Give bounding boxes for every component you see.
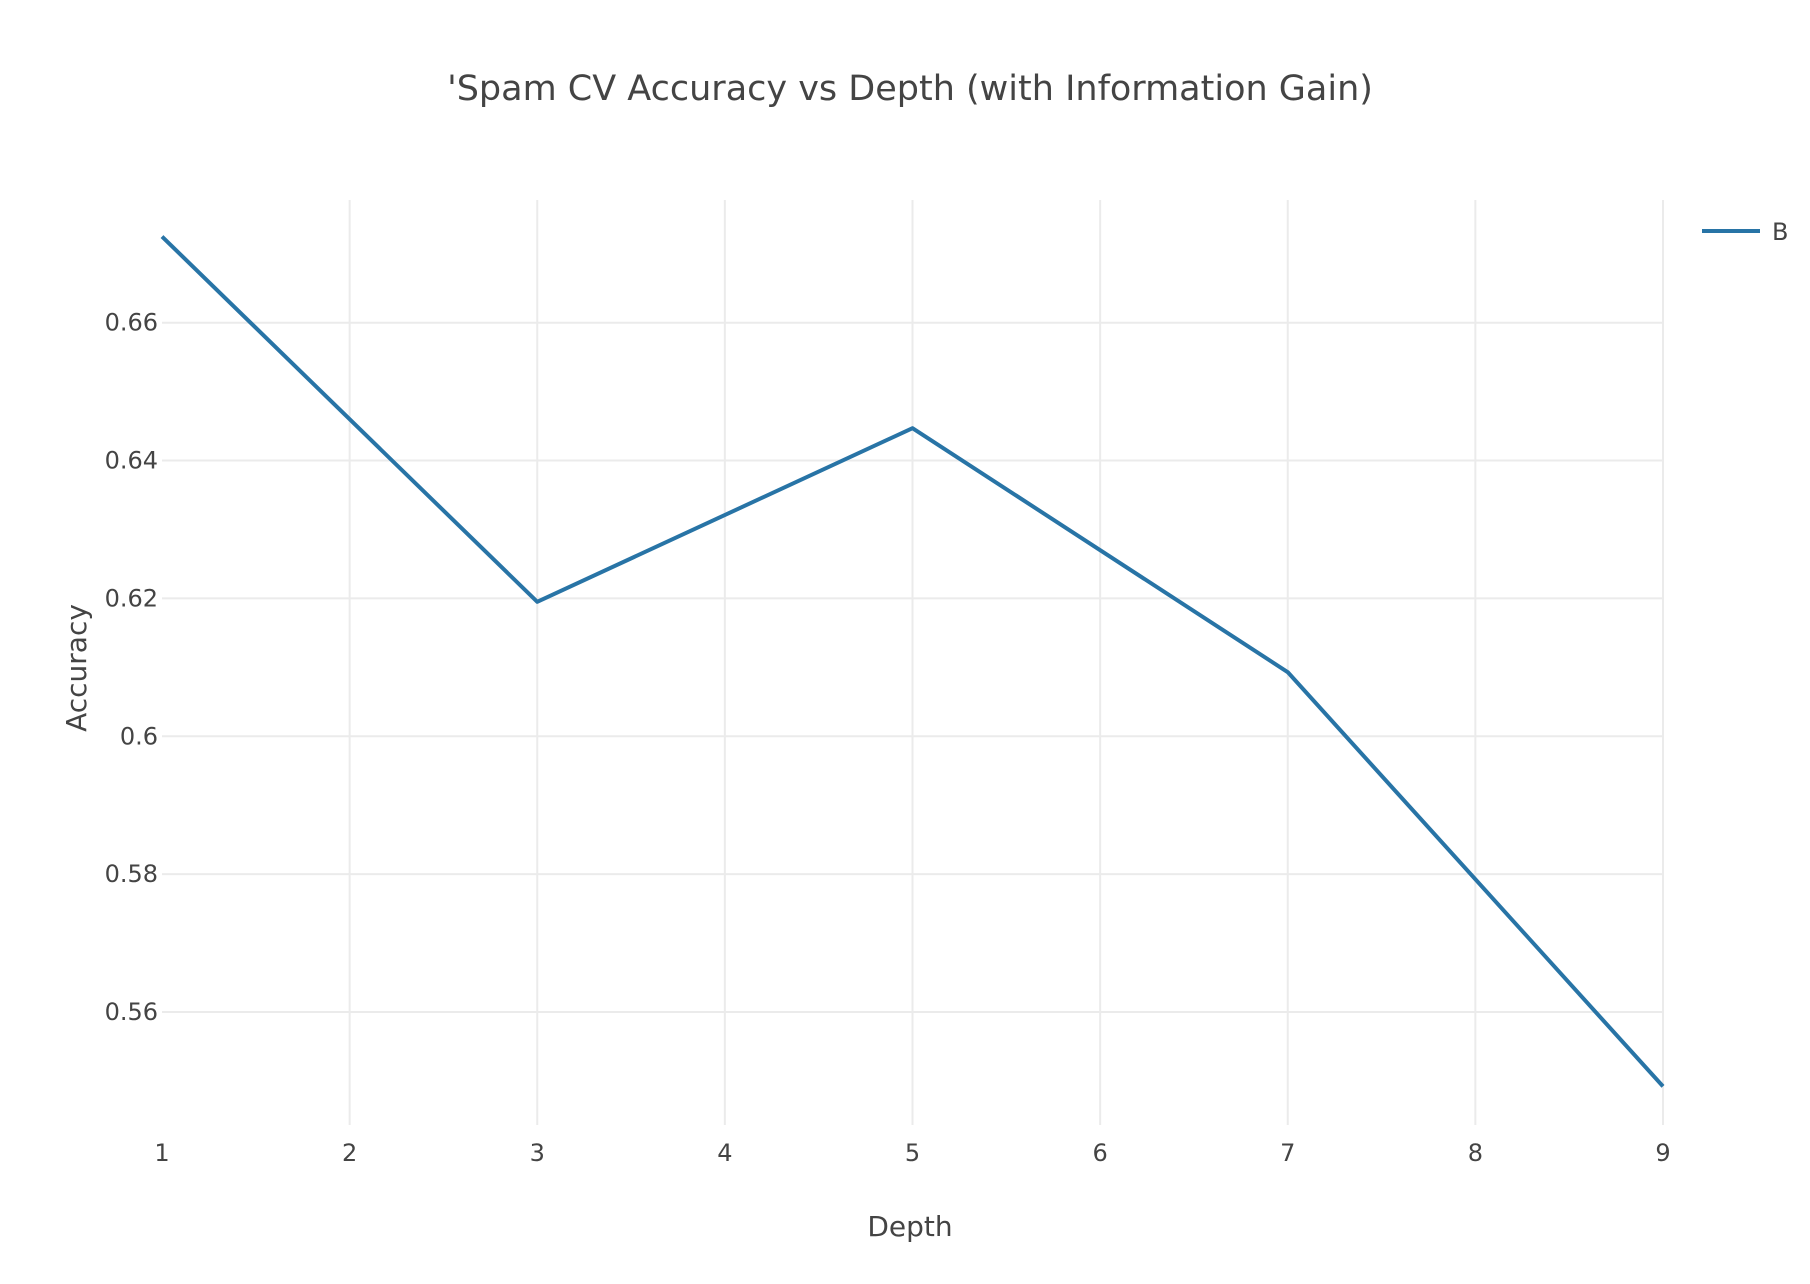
x-gridlines [348, 200, 1664, 1125]
x-tick-label-1: 1 [154, 1139, 169, 1167]
y-axis-title: Accuracy [60, 604, 93, 732]
data-point-b-9[interactable] [1655, 1078, 1671, 1094]
data-point-b-1[interactable] [154, 229, 170, 245]
y-tick-label-0: 0.56 [105, 998, 158, 1026]
x-tick-labels: 1 2 3 4 5 6 7 8 9 [154, 1139, 1670, 1167]
x-tick-label-9: 9 [1655, 1139, 1670, 1167]
x-tick-label-7: 7 [1280, 1139, 1295, 1167]
data-point-b-7[interactable] [1280, 664, 1296, 680]
x-tick-label-6: 6 [1092, 1139, 1107, 1167]
legend[interactable]: B [1702, 218, 1788, 246]
y-tick-label-1: 0.58 [105, 860, 158, 888]
x-tick-label-2: 2 [342, 1139, 357, 1167]
legend-label-b: B [1772, 218, 1788, 246]
y-tick-label-5: 0.66 [105, 309, 158, 337]
y-tick-label-2: 0.6 [120, 722, 158, 750]
y-tick-label-3: 0.62 [105, 584, 158, 612]
data-point-b-3[interactable] [529, 594, 545, 610]
y-tick-label-4: 0.64 [105, 447, 158, 475]
x-tick-label-5: 5 [905, 1139, 920, 1167]
y-tick-labels: 0.56 0.58 0.6 0.62 0.64 0.66 [105, 309, 158, 1026]
y-gridlines [162, 321, 1663, 1013]
x-tick-label-3: 3 [530, 1139, 545, 1167]
series-line-b[interactable] [160, 235, 1665, 1088]
x-axis-title: Depth [867, 1210, 952, 1243]
data-point-b-5[interactable] [905, 420, 921, 436]
x-tick-label-4: 4 [717, 1139, 732, 1167]
x-tick-label-8: 8 [1468, 1139, 1483, 1167]
series-layer [154, 229, 1671, 1094]
chart-title: 'Spam CV Accuracy vs Depth (with Informa… [447, 69, 1373, 109]
